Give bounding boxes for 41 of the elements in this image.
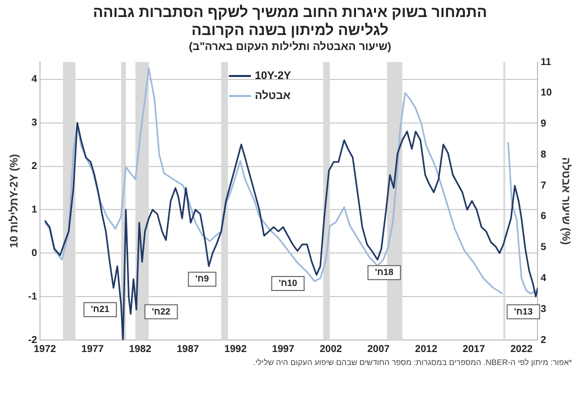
x-tick-label: 2012	[415, 344, 438, 355]
x-tick-label: 1987	[176, 344, 200, 355]
x-tick-label: 1977	[81, 344, 104, 355]
x-tick-label: 2007	[367, 344, 390, 355]
annotation: 18ח'	[374, 267, 394, 278]
x-tick-label: 1972	[34, 344, 56, 355]
y-tick-label: -1	[28, 291, 38, 302]
y-tick-label: -2	[28, 334, 38, 346]
y2-tick-label: 5	[540, 242, 547, 254]
y2-tick-label: 11	[540, 56, 552, 68]
y2-tick-label: 8	[540, 149, 547, 160]
y-tick-label: 4	[32, 74, 38, 86]
x-tick-label: 1982	[129, 344, 152, 355]
y2-axis-title: שיעור אבטלה (%)	[559, 157, 572, 246]
annotation: 13ח'	[514, 306, 533, 316]
legend-label: 10Y-2Y	[254, 70, 292, 82]
annotation: 21ח'	[90, 304, 110, 314]
chart-title: התמחור בשוק איגרות החוב ממשיך לשקף הסתברות גבוהה לגלישה למיתון בשנה הקרובה	[92, 4, 488, 40]
legend-label: אבטלה	[254, 90, 291, 102]
y2-tick-label: 7	[540, 180, 547, 192]
x-tick-label: 2022	[510, 344, 534, 355]
y2-tick-label: 10	[540, 88, 552, 99]
y-tick-label: 3	[32, 118, 38, 129]
y-tick-label: 1	[32, 204, 38, 216]
y2-tick-label: 3	[540, 304, 547, 315]
y-axis-title: תלילות 10Y-2Y (%)	[8, 154, 21, 248]
y2-tick-label: 4	[540, 272, 547, 284]
annotation: 9ח'	[195, 274, 209, 284]
y-tick-label: 2	[32, 161, 38, 172]
text: *אפור: מיתון לפי ה-NBER. המספרים במסגרות: מספר החודשים שבהם שיפוע העקום היה שלילי.	[252, 358, 573, 367]
annotation: 22ח'	[152, 306, 170, 316]
y2-tick-label: 9	[540, 118, 547, 130]
x-tick-label: 1992	[224, 344, 248, 355]
annotation: 10ח'	[278, 278, 298, 288]
y2-tick-label: 6	[540, 211, 547, 222]
x-tick-label: 2017	[462, 344, 486, 355]
y2-tick-label: 2	[540, 334, 547, 346]
x-tick-label: 1997	[272, 344, 295, 355]
x-tick-label: 2002	[320, 344, 342, 355]
y-tick-label: 0	[32, 248, 38, 259]
chart-subtitle: (שיעור האבטלה ותלילות העקום בארה"ב)	[188, 41, 392, 53]
